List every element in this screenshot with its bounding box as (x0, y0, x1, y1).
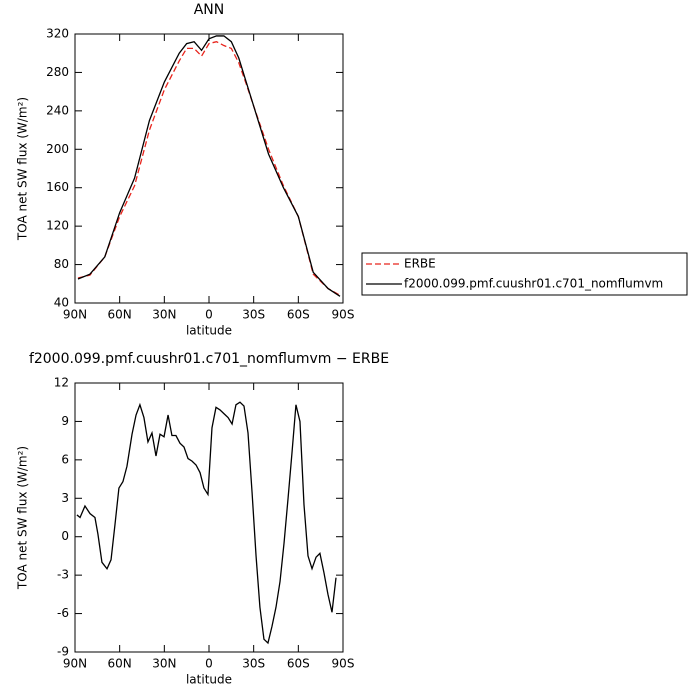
x-tick-label: 90S (332, 657, 355, 671)
y-tick-label: 0 (61, 529, 69, 543)
x-tick-label: 0 (205, 657, 213, 671)
x-tick-label: 60S (287, 308, 310, 322)
x-tick-label: 90S (332, 308, 355, 322)
x-tick-label: 30N (152, 657, 176, 671)
y-tick-label: 200 (46, 142, 69, 156)
y-axis-label: TOA net SW flux (W/m²) (16, 97, 30, 241)
data-line (77, 40, 341, 296)
plot-frame (74, 33, 344, 304)
y-axis-label: TOA net SW flux (W/m²) (16, 446, 30, 590)
x-tick-label: 90N (63, 657, 87, 671)
y-tick-label: 12 (54, 376, 69, 390)
x-tick-label: 60N (108, 308, 132, 322)
chart-title: f2000.099.pmf.cuushr01.c701_nomflumvm − … (29, 351, 389, 367)
legend-label: f2000.099.pmf.cuushr01.c701_nomflumvm (404, 277, 663, 291)
x-tick-label: 30S (242, 657, 265, 671)
x-axis-label: latitude (186, 324, 232, 338)
data-line (76, 401, 337, 645)
legend-label: ERBE (404, 257, 436, 271)
x-tick-label: 0 (205, 308, 213, 322)
x-tick-label: 60S (287, 657, 310, 671)
x-tick-label: 30N (152, 308, 176, 322)
x-tick-label: 60N (108, 657, 132, 671)
x-tick-label: 90N (63, 308, 87, 322)
y-tick-label: 280 (46, 65, 69, 79)
y-tick-label: 80 (54, 257, 69, 271)
y-tick-label: 240 (46, 103, 69, 117)
x-axis-label: latitude (186, 673, 232, 687)
y-tick-label: 320 (46, 27, 69, 41)
data-line (77, 35, 341, 297)
y-tick-label: 9 (61, 414, 69, 428)
x-tick-label: 30S (242, 308, 265, 322)
y-tick-label: 120 (46, 219, 69, 233)
y-tick-label: -9 (57, 645, 69, 659)
y-tick-label: 3 (61, 491, 69, 505)
y-tick-label: 160 (46, 180, 69, 194)
y-tick-label: 6 (61, 452, 69, 466)
y-tick-label: 40 (54, 296, 69, 310)
chart-title: ANN (194, 2, 225, 18)
y-tick-label: -3 (57, 568, 69, 582)
y-tick-label: -6 (57, 606, 69, 620)
legend-box (361, 252, 688, 296)
